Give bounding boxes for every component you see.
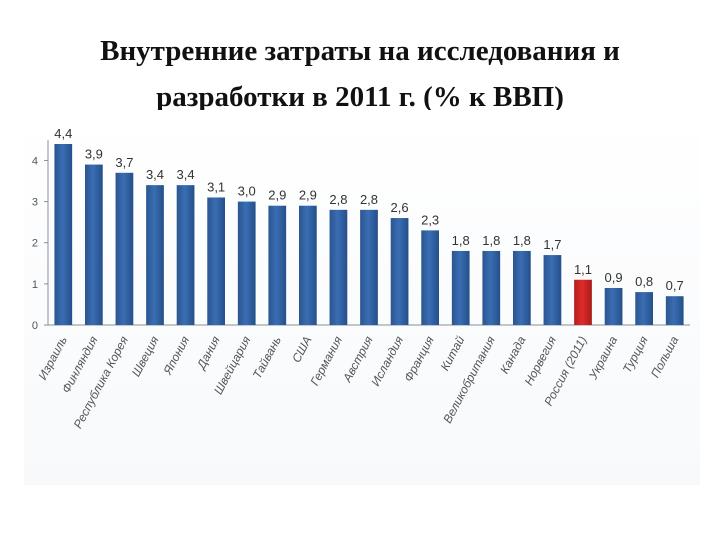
category-label: США (289, 334, 314, 365)
category-label: Япония (160, 333, 192, 377)
bar (298, 205, 317, 325)
value-label: 0,9 (605, 270, 623, 285)
category-label: Швеция (129, 333, 162, 379)
value-label: 1,8 (482, 233, 500, 248)
category-label: Тайвань (250, 334, 284, 381)
category-label: Дания (193, 333, 223, 373)
value-label: 3,0 (238, 184, 256, 199)
y-tick-label: 1 (32, 279, 38, 291)
bar (421, 230, 440, 325)
bar (390, 218, 409, 325)
bar (146, 185, 164, 325)
bar (207, 197, 226, 325)
value-label: 2,8 (360, 192, 378, 207)
bar (268, 205, 287, 325)
bar (237, 201, 256, 325)
bar (543, 255, 562, 325)
chart-title-line-1: Внутренние затраты на исследования и (100, 35, 620, 67)
value-label: 3,1 (207, 179, 225, 194)
y-tick-label: 0 (32, 320, 38, 332)
bar (84, 164, 103, 325)
y-tick-label: 2 (32, 238, 38, 250)
category-label: Канада (497, 334, 528, 376)
category-label: Турция (620, 333, 651, 375)
value-label: 1,8 (452, 233, 470, 248)
value-label: 2,8 (329, 192, 347, 207)
bar (451, 250, 470, 325)
bar (329, 209, 348, 325)
value-label: 0,7 (666, 278, 684, 293)
category-label: Украина (586, 334, 621, 383)
bar (360, 209, 378, 325)
category-label: Израиль (35, 334, 70, 382)
bar (54, 144, 73, 325)
chart-area: 0 1 2 3 4 4,4 Израиль 3,9 Финляндия 3,7 Республика… (24, 110, 700, 485)
value-label: 2,9 (299, 188, 317, 203)
y-tick-label: 4 (32, 155, 38, 167)
category-label: Франция (401, 333, 437, 384)
value-label: 2,9 (268, 188, 286, 203)
bar-chart: 012344,4Израиль3,9Финляндия3,7Республика… (32, 126, 690, 431)
value-label: 3,9 (85, 147, 103, 162)
value-label: 4,4 (54, 126, 72, 141)
bar (482, 250, 501, 325)
value-label: 3,4 (177, 167, 195, 182)
category-label: Польша (648, 334, 682, 380)
value-label: 2,3 (421, 212, 439, 227)
bar (512, 250, 531, 325)
bar-highlight (574, 279, 592, 325)
value-label: 1,1 (574, 262, 592, 277)
chart-title-line-2: разработки в 2011 г. (% к ВВП) (156, 81, 564, 113)
value-label: 2,6 (391, 200, 409, 215)
bar (604, 287, 623, 325)
bar (635, 292, 654, 325)
value-label: 1,7 (543, 237, 561, 252)
bar (665, 296, 684, 325)
y-tick-label: 3 (32, 197, 38, 209)
value-label: 0,8 (635, 274, 653, 289)
value-label: 3,4 (146, 167, 164, 182)
value-label: 3,7 (115, 155, 133, 170)
bar (115, 172, 134, 325)
category-label: Китай (438, 334, 468, 373)
value-label: 1,8 (513, 233, 531, 248)
bar (176, 185, 195, 325)
chart-title: Внутренние затраты на исследования и раз… (20, 28, 700, 120)
